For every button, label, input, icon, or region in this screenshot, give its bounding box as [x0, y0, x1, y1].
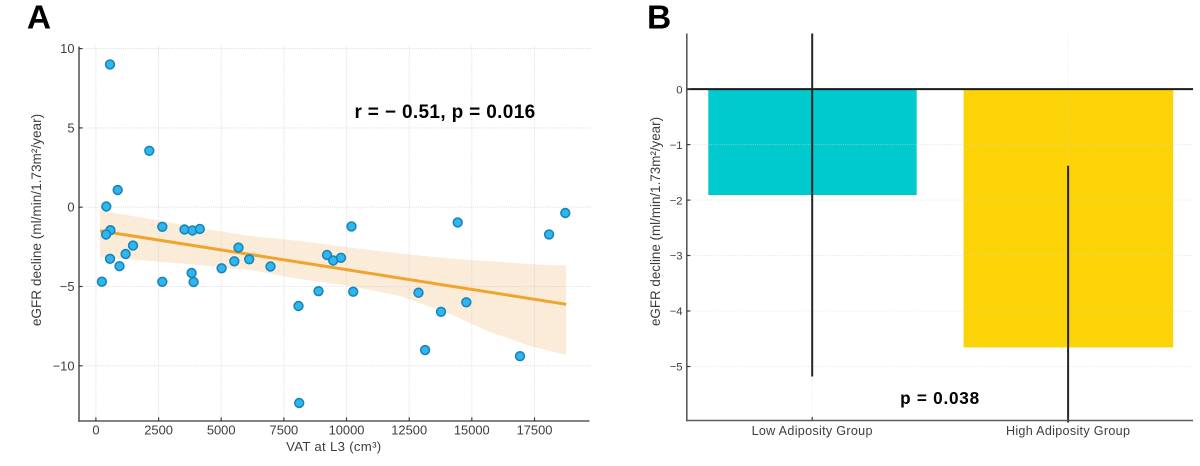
svg-text:High Adiposity Group: High Adiposity Group	[1006, 424, 1130, 438]
svg-text:−2: −2	[670, 195, 683, 207]
svg-text:10000: 10000	[329, 422, 365, 437]
svg-text:−4: −4	[670, 306, 683, 318]
svg-text:15000: 15000	[454, 422, 490, 437]
svg-text:0: 0	[676, 84, 682, 96]
svg-text:7500: 7500	[270, 422, 299, 437]
svg-text:−1: −1	[670, 140, 683, 152]
svg-text:17500: 17500	[517, 422, 553, 437]
svg-text:p = 0.038: p = 0.038	[900, 388, 980, 408]
svg-text:10: 10	[60, 41, 74, 56]
svg-text:VAT at L3 (cm³): VAT at L3 (cm³)	[286, 439, 381, 454]
svg-text:eGFR decline (ml/min/1.73m²/ye: eGFR decline (ml/min/1.73m²/year)	[29, 114, 44, 326]
svg-text:12500: 12500	[391, 422, 427, 437]
svg-text:eGFR decline (ml/min/1.73m²/ye: eGFR decline (ml/min/1.73m²/year)	[648, 117, 663, 326]
svg-text:r = − 0.51, p = 0.016: r = − 0.51, p = 0.016	[354, 102, 535, 123]
svg-text:−5: −5	[670, 362, 683, 374]
svg-text:0: 0	[92, 422, 99, 437]
svg-text:5000: 5000	[207, 422, 236, 437]
svg-text:2500: 2500	[144, 422, 173, 437]
svg-text:5: 5	[67, 120, 74, 135]
svg-text:0: 0	[67, 200, 74, 215]
svg-text:B: B	[647, 0, 671, 36]
svg-text:−5: −5	[60, 279, 75, 294]
svg-text:−3: −3	[670, 251, 683, 263]
svg-text:Low Adiposity Group: Low Adiposity Group	[752, 424, 873, 438]
svg-text:−10: −10	[53, 358, 75, 373]
svg-text:A: A	[27, 0, 51, 36]
